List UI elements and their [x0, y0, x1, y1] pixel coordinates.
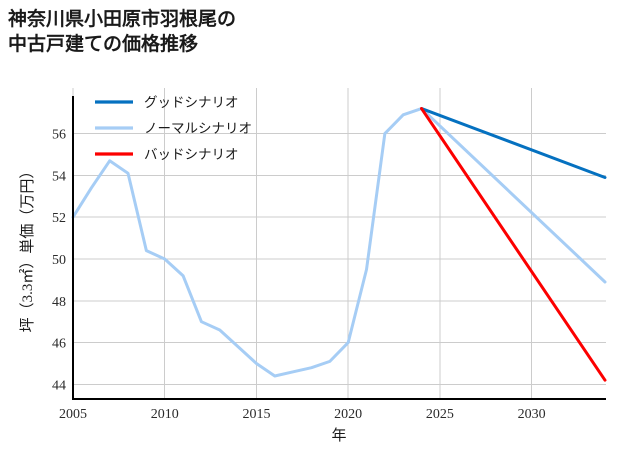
y-tick-labels: 44 46 48 50 52 54 56	[52, 128, 66, 394]
y-axis-title: 坪（3.3㎡）単価（万円）	[19, 164, 36, 333]
legend-label: ノーマルシナリオ	[144, 121, 252, 136]
y-gridlines	[73, 133, 606, 385]
x-tick-label: 2020	[334, 407, 362, 422]
series-line	[420, 107, 607, 179]
x-tick-label: 2030	[518, 407, 546, 422]
series-lines	[71, 107, 607, 382]
y-tick-label: 46	[52, 337, 66, 352]
axis-spines	[71, 96, 606, 401]
series-line	[420, 107, 607, 382]
x-gridlines	[72, 88, 533, 399]
y-tick-label: 52	[52, 211, 66, 226]
x-tick-label: 2015	[242, 407, 270, 422]
y-tick-label: 48	[52, 295, 66, 310]
legend-label: バッドシナリオ	[144, 147, 239, 162]
y-tick-label: 54	[52, 169, 66, 184]
chart-title: 神奈川県小田原市羽根尾の 中古戸建ての価格推移	[8, 9, 237, 55]
y-tick-label: 56	[52, 128, 66, 143]
x-tick-label: 2010	[151, 407, 179, 422]
x-axis-title: 年	[331, 427, 346, 444]
y-tick-label: 50	[52, 253, 66, 268]
x-tick-labels: 2005 2010 2015 2020 2025 2030	[59, 407, 546, 422]
x-tick-label: 2005	[59, 407, 87, 422]
y-tick-label: 44	[52, 378, 66, 393]
series-line	[71, 107, 607, 378]
legend-label: グッドシナリオ	[144, 95, 239, 110]
x-tick-label: 2025	[426, 407, 454, 422]
